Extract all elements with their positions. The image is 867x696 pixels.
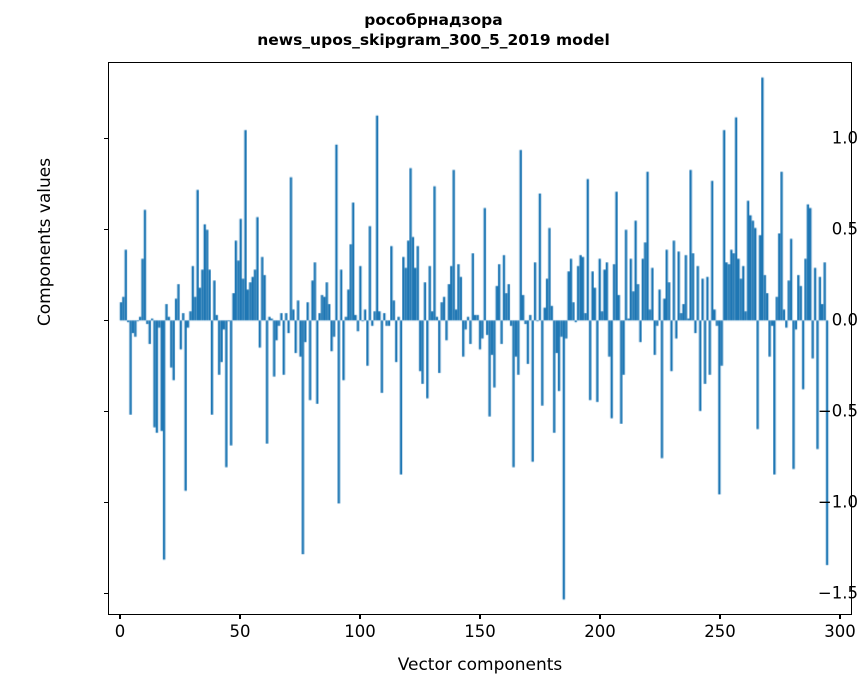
- chart-title-line-2: news_upos_skipgram_300_5_2019 model: [257, 31, 610, 49]
- plot-axes: [108, 62, 852, 615]
- x-tick-mark: [719, 615, 721, 619]
- y-tick-label: 0.5: [831, 219, 858, 239]
- y-tick-label: 1.0: [831, 128, 858, 148]
- y-tick-mark: [104, 228, 108, 230]
- x-tick-label: 250: [704, 622, 736, 641]
- x-tick-mark: [599, 615, 601, 619]
- y-tick-mark: [104, 501, 108, 503]
- x-tick-mark: [359, 615, 361, 619]
- y-tick-mark: [104, 592, 108, 594]
- x-tick-mark: [479, 615, 481, 619]
- x-tick-mark: [119, 615, 121, 619]
- y-axis-label: Components values: [35, 157, 55, 327]
- x-tick-mark: [239, 615, 241, 619]
- y-tick-label: 0.0: [831, 310, 858, 330]
- x-tick-label: 0: [114, 622, 126, 641]
- x-axis-label: Vector components: [397, 655, 563, 675]
- bar-series-canvas: [109, 63, 851, 614]
- y-tick-label: −1.0: [817, 492, 858, 512]
- chart-title: рособрнадзора news_upos_skipgram_300_5_2…: [0, 10, 867, 50]
- x-tick-label: 200: [584, 622, 616, 641]
- y-tick-label: −0.5: [817, 401, 858, 421]
- x-tick-label: 50: [229, 622, 251, 641]
- x-tick-label: 150: [464, 622, 496, 641]
- x-tick-label: 100: [344, 622, 376, 641]
- y-tick-mark: [104, 319, 108, 321]
- x-tick-label: 300: [824, 622, 856, 641]
- y-tick-mark: [104, 137, 108, 139]
- chart-title-line-1: рособрнадзора: [364, 11, 503, 29]
- y-tick-label: −1.5: [817, 583, 858, 603]
- y-tick-mark: [104, 410, 108, 412]
- x-tick-mark: [839, 615, 841, 619]
